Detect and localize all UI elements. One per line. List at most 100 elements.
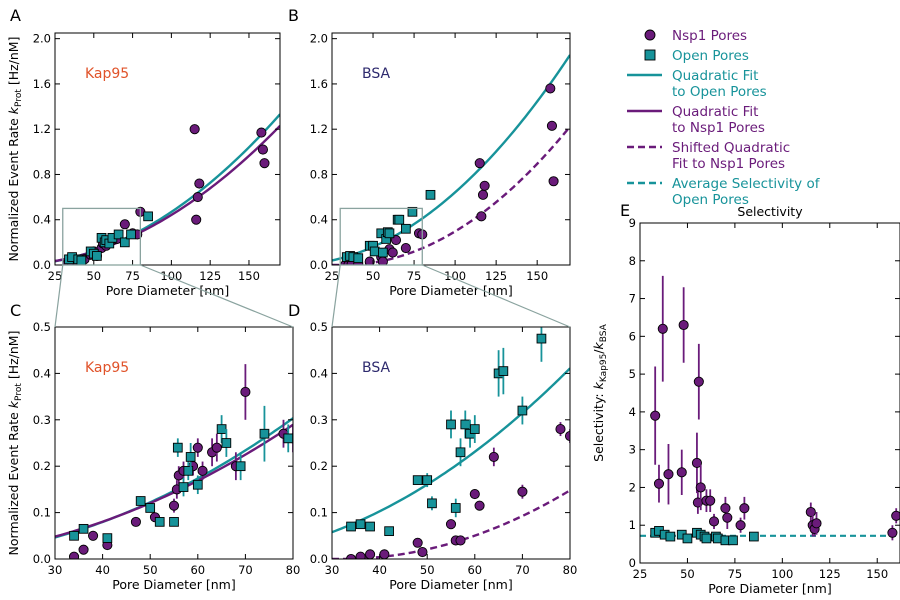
y-tick-label: 0.4	[310, 366, 328, 380]
data-point-open	[185, 452, 196, 462]
y-tick-label: 0.0	[33, 258, 51, 272]
data-point-nsp1	[805, 506, 816, 518]
data-point-open	[749, 531, 759, 542]
data-point-open	[78, 523, 89, 534]
inset-box	[339, 207, 423, 266]
data-point-nsp1	[653, 478, 665, 489]
data-point-nsp1	[387, 247, 398, 258]
data-point-open	[394, 214, 405, 225]
legend-label: Fit to Nsp1 Pores	[672, 156, 785, 172]
data-point-nsp1	[259, 158, 270, 169]
x-tick-label: 60	[467, 563, 482, 577]
fit-line	[332, 54, 570, 262]
axes-frame	[54, 32, 281, 266]
data-point-nsp1	[693, 376, 704, 387]
y-tick-label: 6	[629, 329, 636, 343]
data-point-nsp1	[476, 211, 487, 222]
data-point-nsp1	[739, 503, 750, 514]
y-tick-label: 1.2	[310, 122, 328, 136]
data-point-nsp1	[379, 549, 390, 559]
legend-entry: Open Pores	[644, 48, 749, 64]
data-point-nsp1	[477, 189, 489, 200]
x-tick-label: 125	[485, 269, 507, 283]
x-tick-label: 60	[190, 563, 205, 577]
x-tick-label: 50	[366, 269, 381, 283]
legend-label: Quadratic Fit	[672, 104, 758, 120]
data-point-nsp1	[708, 516, 720, 527]
data-point-nsp1	[197, 465, 208, 476]
data-point-open	[682, 533, 693, 544]
data-point-nsp1	[548, 176, 559, 187]
panel-label: BSA	[362, 66, 391, 82]
x-tick-label: 70	[238, 563, 253, 577]
legend-marker-square	[644, 49, 656, 61]
plot-area	[332, 327, 570, 559]
data-point-open	[135, 496, 146, 506]
y-tick-label: 0	[629, 556, 636, 570]
panel-letter: B	[288, 6, 299, 25]
x-tick-label: 40	[95, 563, 110, 577]
axes-frame	[331, 32, 571, 266]
data-point-nsp1	[364, 256, 375, 265]
data-point-open	[119, 237, 130, 248]
x-tick-label: 100	[444, 269, 466, 283]
y-tick-label: 2.0	[33, 32, 51, 46]
legend-label: to Nsp1 Pores	[672, 120, 765, 136]
data-point-nsp1	[240, 386, 251, 398]
data-point-nsp1	[891, 510, 900, 521]
plot-area	[332, 54, 570, 265]
y-tick-label: 0.0	[310, 552, 328, 566]
data-point-open	[183, 465, 194, 476]
x-tick-label: 25	[48, 269, 63, 283]
data-point-nsp1	[705, 495, 716, 506]
data-point-nsp1	[417, 546, 428, 558]
data-point-nsp1	[257, 144, 268, 155]
x-tick-label: 125	[819, 567, 841, 581]
data-point-open	[665, 531, 676, 542]
panel-label: Kap95	[85, 66, 129, 82]
connector-line	[54, 264, 64, 328]
plot-area	[55, 364, 293, 559]
panel-b: 25 50 75 100 125 150 0.0 0.4 0.8 1.2 1.6 2.0 Pore Di…	[288, 6, 571, 298]
data-point-open	[92, 251, 102, 261]
data-point-open	[145, 503, 156, 513]
y-axis-label: Selectivity: kKap95/kBSA	[591, 323, 609, 462]
y-tick-label: 0.5	[33, 320, 51, 334]
data-point-open	[178, 482, 189, 492]
data-point-open	[469, 424, 480, 434]
panel-d: 30 40 50 60 70 80 0.0 0.1 0.2 0.3 0.4 0.5 Pore Diame…	[288, 301, 577, 592]
x-axis-label: Pore Diameter [nm]	[389, 577, 512, 592]
data-point-open	[102, 533, 113, 543]
legend-label: Open Pores	[672, 192, 749, 208]
data-point-open	[126, 229, 136, 240]
fit-line	[55, 113, 280, 263]
legend-label: Quadratic Fit	[672, 68, 758, 84]
legend-label: Open Pores	[672, 48, 749, 64]
data-point-nsp1	[517, 486, 528, 497]
axes-frame	[331, 326, 571, 560]
panel-e: 25 50 75 100 125 150 0 1 2 3 4 5 6 7 8 9 Pore Diameter […	[591, 201, 900, 596]
x-tick-label: 50	[86, 269, 101, 283]
data-point-open	[192, 479, 203, 490]
data-point-open	[369, 246, 380, 257]
data-point-open	[154, 517, 165, 527]
data-point-nsp1	[735, 520, 746, 531]
data-point-nsp1	[887, 527, 898, 538]
x-tick-label: 75	[728, 567, 743, 581]
y-tick-label: 0.4	[33, 213, 51, 227]
y-tick-label: 0.3	[33, 413, 51, 427]
data-point-open	[517, 405, 528, 416]
plot-area	[55, 113, 280, 265]
x-tick-label: 30	[325, 563, 340, 577]
data-point-open	[536, 333, 547, 344]
y-tick-label: 0.4	[33, 366, 51, 380]
x-tick-label: 75	[407, 269, 422, 283]
data-point-open	[69, 530, 79, 541]
legend-entry: Nsp1 Pores	[644, 28, 747, 44]
y-tick-label: 3	[629, 443, 636, 457]
data-point-nsp1	[657, 323, 668, 334]
y-tick-label: 0.8	[33, 167, 51, 181]
